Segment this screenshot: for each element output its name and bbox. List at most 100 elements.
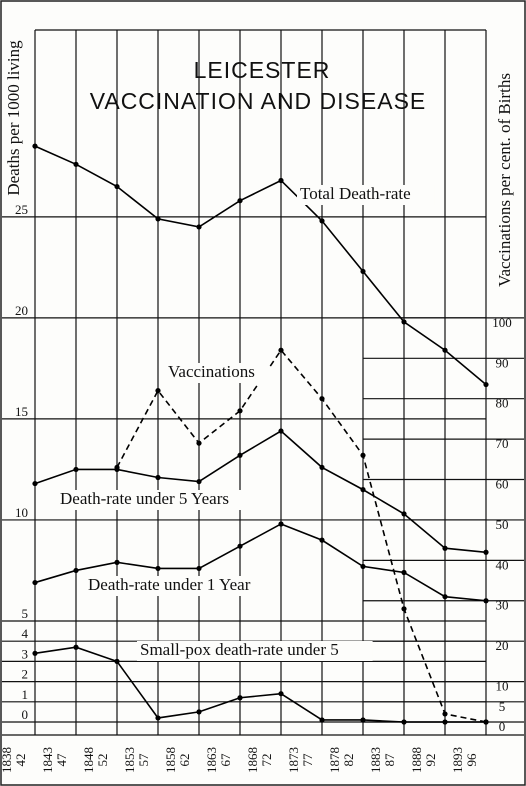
data-point (319, 717, 325, 723)
x-tick-label: 77 (300, 753, 315, 767)
label-bg (165, 363, 270, 383)
y2-tick-label: 20 (496, 638, 509, 653)
y2-tick-label: 0 (499, 719, 506, 734)
data-point (360, 452, 366, 458)
y-axis-label: Deaths per 1000 living (4, 40, 23, 196)
data-point (237, 452, 243, 458)
x-tick-label: 57 (136, 753, 151, 767)
y-tick-label: 5 (22, 606, 29, 621)
x-tick-label: 82 (341, 754, 356, 767)
label-bg (137, 641, 373, 661)
y2-tick-label: 70 (496, 436, 509, 451)
data-point (196, 478, 202, 485)
x-tick-label: 92 (423, 754, 438, 767)
data-point (401, 569, 407, 576)
y-tick-label: 2 (22, 667, 29, 682)
data-point (196, 440, 202, 446)
data-point (196, 565, 202, 572)
data-point (442, 594, 448, 600)
data-point (442, 719, 448, 725)
data-point (442, 545, 448, 551)
series-line (34, 646, 486, 723)
data-point (237, 408, 243, 414)
y2-tick-label: 30 (496, 598, 509, 613)
y-tick-label: 15 (15, 404, 28, 419)
data-point (483, 381, 489, 388)
x-tick-label: 1893 (450, 747, 465, 773)
data-point (155, 474, 161, 481)
y2-tick-label: 80 (496, 396, 509, 411)
y2-tick-label: 90 (496, 355, 509, 370)
data-point (114, 183, 120, 190)
chart-subtitle: VACCINATION AND DISEASE (90, 88, 427, 114)
y-tick-label: 25 (15, 202, 28, 217)
data-point (155, 388, 161, 394)
x-tick-label: 67 (218, 753, 233, 767)
data-point (237, 695, 243, 701)
series-line (34, 523, 487, 602)
data-point (360, 268, 366, 275)
data-point (278, 691, 284, 697)
data-point (442, 347, 448, 353)
series-label: Small-pox death-rate under 5 (140, 640, 339, 659)
y-tick-label: 10 (15, 505, 28, 520)
data-point (114, 466, 120, 473)
x-tick-label: 1878 (327, 747, 342, 773)
x-tick-label: 1863 (204, 747, 219, 773)
data-point (155, 715, 161, 721)
data-point (401, 319, 407, 325)
label-bg (57, 490, 260, 510)
y-tick-label: 3 (22, 646, 29, 661)
y2-tick-label: 10 (496, 679, 509, 694)
data-point (73, 644, 79, 650)
data-point (483, 598, 489, 604)
data-point (114, 658, 120, 664)
data-point (319, 464, 325, 471)
series-label: Vaccinations (168, 362, 255, 381)
series-line (116, 348, 487, 723)
data-point (360, 563, 366, 570)
data-point (278, 347, 284, 353)
data-point (319, 537, 325, 543)
x-tick-label: 47 (54, 753, 69, 767)
data-point (360, 487, 366, 493)
y-tick-label: 4 (22, 626, 29, 641)
data-point (401, 719, 407, 725)
x-tick-label: 87 (382, 753, 397, 767)
x-tick-label: 1868 (245, 747, 260, 773)
x-tick-label: 52 (95, 754, 110, 767)
y2-tick-label: 60 (496, 477, 509, 492)
y2-tick-label: 40 (496, 557, 509, 572)
chart-title: LEICESTER (194, 57, 331, 83)
y2-tick-label: 100 (492, 315, 512, 330)
data-point (319, 218, 325, 224)
y2-tick-label: 50 (496, 517, 509, 532)
data-point (73, 466, 79, 473)
y-tick-label: 0 (22, 707, 29, 722)
x-tick-label: 72 (259, 754, 274, 767)
x-tick-label: 1858 (163, 747, 178, 773)
data-point (196, 709, 202, 715)
data-point (483, 719, 489, 725)
label-bg (85, 576, 280, 596)
data-point (155, 216, 161, 222)
x-tick-label: 42 (13, 754, 28, 767)
x-tick-label: 1843 (40, 747, 55, 773)
x-tick-label: 1853 (122, 747, 137, 773)
data-point (442, 711, 448, 717)
series-label: Death-rate under 5 Years (60, 489, 229, 508)
series-label: Death-rate under 1 Year (88, 575, 251, 594)
x-tick-label: 1838 (0, 747, 14, 773)
data-point (278, 428, 284, 434)
y2-axis-label: Vaccinations per cent. of Births (495, 73, 514, 287)
data-point (32, 143, 38, 149)
data-point (155, 565, 161, 572)
series-line (34, 145, 487, 386)
data-point (401, 606, 407, 612)
y-tick-label: 20 (15, 303, 28, 318)
series-line (34, 430, 487, 554)
data-point (278, 177, 284, 184)
